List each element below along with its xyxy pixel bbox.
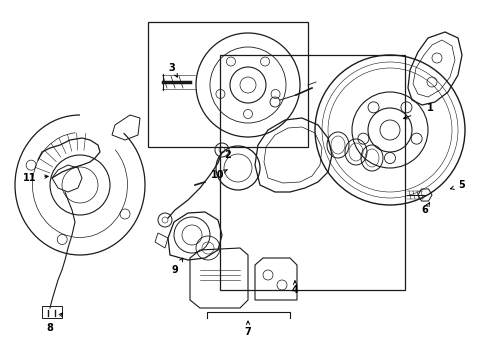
Text: 6: 6 [421, 205, 428, 215]
Bar [220, 55, 405, 290]
Text: 8: 8 [47, 323, 53, 333]
Text: 10: 10 [211, 170, 225, 180]
Text: 2: 2 [224, 150, 231, 160]
Text: 3: 3 [169, 63, 175, 73]
Text: 5: 5 [459, 180, 466, 190]
Text: 11: 11 [23, 173, 37, 183]
Bar [148, 22, 308, 147]
Text: 4: 4 [292, 285, 298, 295]
Text: 9: 9 [172, 265, 178, 275]
Text: 1: 1 [427, 103, 433, 113]
Text: 7: 7 [245, 327, 251, 337]
